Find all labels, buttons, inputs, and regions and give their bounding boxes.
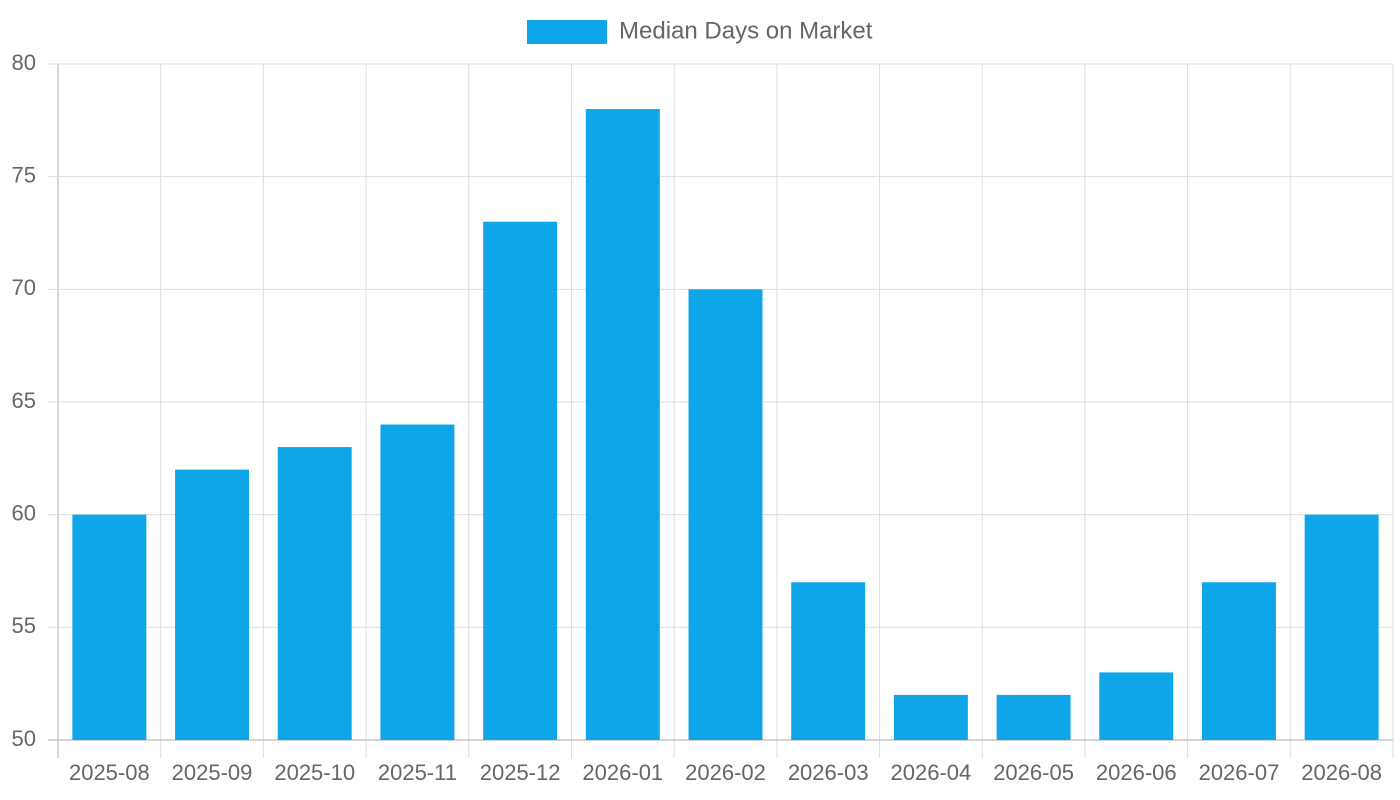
- y-tick-label: 55: [12, 613, 36, 638]
- legend-swatch[interactable]: [527, 20, 607, 44]
- x-tick-label: 2026-05: [993, 760, 1074, 785]
- bar: [791, 582, 866, 740]
- x-tick-label: 2025-08: [69, 760, 150, 785]
- bar: [996, 694, 1071, 740]
- bar: [893, 694, 968, 740]
- bar: [585, 109, 660, 741]
- y-tick-label: 70: [12, 275, 36, 300]
- bar: [1099, 672, 1174, 740]
- x-tick-label: 2026-06: [1096, 760, 1177, 785]
- y-tick-label: 65: [12, 388, 36, 413]
- x-tick-label: 2025-09: [172, 760, 253, 785]
- bar: [483, 221, 558, 740]
- x-tick-label: 2026-02: [685, 760, 766, 785]
- bar: [688, 289, 763, 740]
- x-tick-label: 2025-10: [274, 760, 355, 785]
- y-tick-label: 75: [12, 162, 36, 187]
- x-tick-label: 2025-11: [378, 760, 457, 785]
- x-tick-label: 2026-04: [891, 760, 972, 785]
- x-tick-label: 2026-08: [1301, 760, 1382, 785]
- y-tick-label: 50: [12, 726, 36, 751]
- bar: [175, 469, 250, 740]
- bar: [72, 514, 147, 740]
- bar: [1201, 582, 1276, 740]
- bar: [380, 424, 455, 740]
- bar: [277, 447, 352, 740]
- y-tick-label: 80: [12, 50, 36, 75]
- x-tick-label: 2026-01: [582, 760, 663, 785]
- x-tick-label: 2026-07: [1199, 760, 1280, 785]
- x-tick-label: 2026-03: [788, 760, 869, 785]
- y-tick-label: 60: [12, 500, 36, 525]
- bar: [1304, 514, 1379, 740]
- x-tick-label: 2025-12: [480, 760, 561, 785]
- legend-label[interactable]: Median Days on Market: [619, 17, 873, 44]
